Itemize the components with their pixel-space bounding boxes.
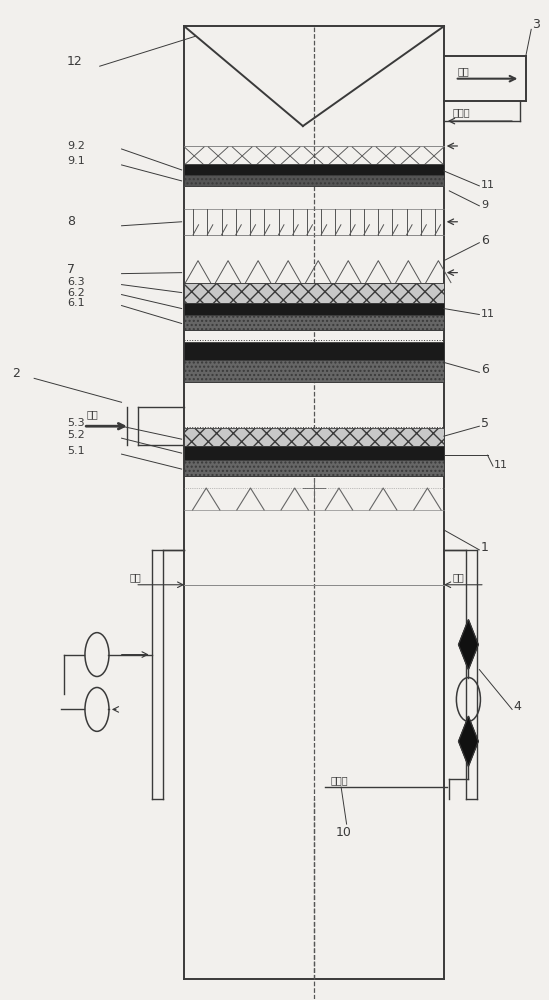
Text: 9.2: 9.2: [67, 141, 85, 151]
Polygon shape: [458, 620, 478, 670]
Text: 6.3: 6.3: [67, 277, 85, 287]
Text: 6.1: 6.1: [67, 298, 85, 308]
Bar: [184, 342, 444, 360]
Text: 9.1: 9.1: [67, 156, 85, 166]
Text: 9: 9: [481, 200, 488, 210]
Polygon shape: [458, 716, 478, 766]
Text: 络合剂: 络合剂: [330, 775, 348, 785]
Bar: [184, 360, 444, 382]
Text: 烟气: 烟气: [457, 66, 469, 76]
Text: 12: 12: [67, 55, 83, 68]
Text: 11: 11: [494, 460, 508, 470]
Text: 11: 11: [481, 309, 495, 319]
Text: 洗涤水: 洗涤水: [452, 107, 469, 117]
Text: 10: 10: [335, 826, 351, 839]
Bar: [184, 315, 444, 330]
Bar: [184, 283, 444, 303]
Bar: [184, 175, 444, 186]
Bar: [184, 460, 444, 476]
Text: 11: 11: [481, 180, 495, 190]
Text: 6: 6: [481, 234, 489, 247]
Text: 2: 2: [12, 367, 20, 380]
Text: 8: 8: [67, 215, 75, 228]
Text: 4: 4: [514, 700, 522, 713]
Text: 氨水: 氨水: [130, 572, 142, 582]
Text: 1: 1: [481, 541, 489, 554]
Text: 5: 5: [481, 417, 489, 430]
Bar: [184, 428, 444, 446]
Text: 6.2: 6.2: [67, 288, 85, 298]
Bar: [184, 446, 444, 460]
Bar: [184, 303, 444, 315]
Text: 烟气: 烟气: [86, 409, 98, 419]
Bar: [184, 164, 444, 175]
Text: 5.3: 5.3: [67, 418, 85, 428]
Text: 3: 3: [532, 18, 540, 31]
Text: 5.2: 5.2: [67, 430, 85, 440]
Text: 5.1: 5.1: [67, 446, 85, 456]
Text: 7: 7: [67, 263, 75, 276]
Text: 氨水: 氨水: [452, 572, 464, 582]
Text: 6: 6: [481, 363, 489, 376]
